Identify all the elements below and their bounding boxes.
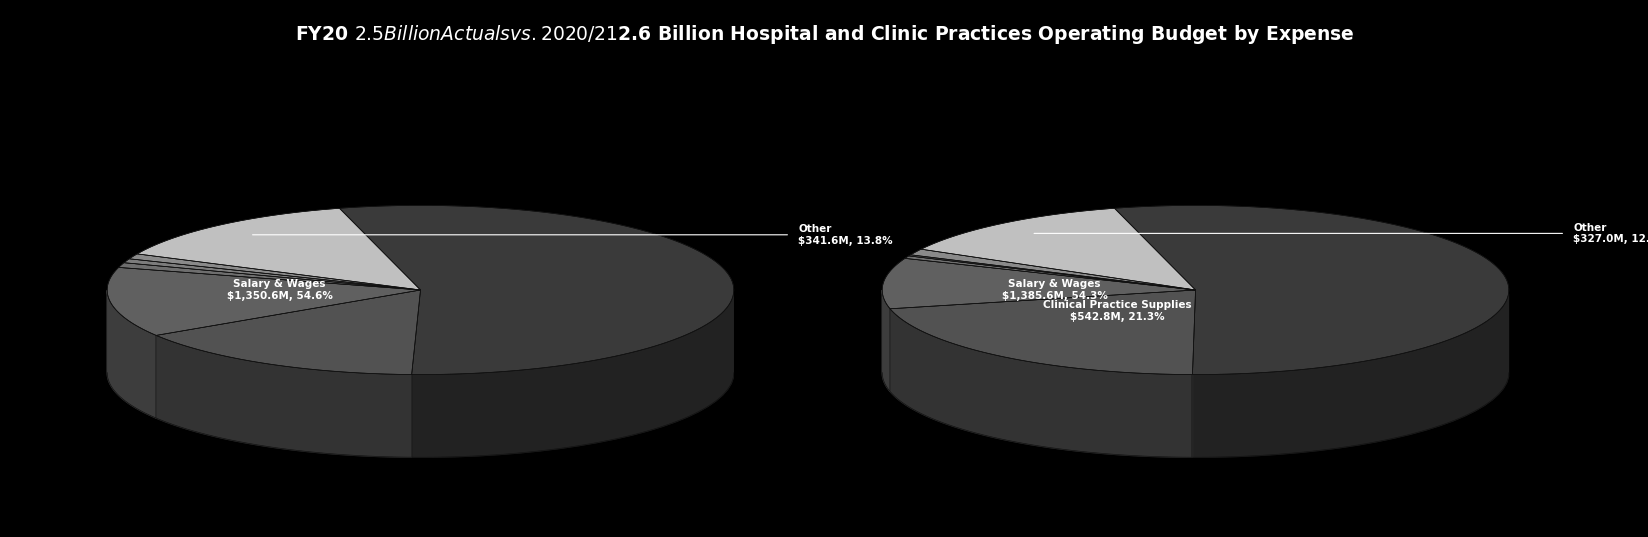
Polygon shape xyxy=(119,263,420,290)
Polygon shape xyxy=(157,336,412,457)
Polygon shape xyxy=(910,249,1195,290)
Text: FY20 $2.5 Billion Actuals vs. 2020/21 $2.6 Billion Hospital and Clinic Practices: FY20 $2.5 Billion Actuals vs. 2020/21 $2… xyxy=(295,24,1353,46)
Polygon shape xyxy=(124,259,420,290)
Polygon shape xyxy=(890,290,1195,374)
Text: Other
$341.6M, 13.8%: Other $341.6M, 13.8% xyxy=(798,224,893,245)
Text: Salary & Wages
$1,385.6M, 54.3%: Salary & Wages $1,385.6M, 54.3% xyxy=(1000,279,1107,301)
Polygon shape xyxy=(921,208,1195,290)
Polygon shape xyxy=(1114,206,1508,374)
Polygon shape xyxy=(882,258,1195,309)
Polygon shape xyxy=(1192,294,1508,457)
Polygon shape xyxy=(890,309,1192,457)
Polygon shape xyxy=(905,256,1195,290)
Polygon shape xyxy=(882,290,890,391)
Text: Salary & Wages
$1,350.6M, 54.6%: Salary & Wages $1,350.6M, 54.6% xyxy=(226,279,333,301)
Polygon shape xyxy=(412,295,733,457)
Polygon shape xyxy=(908,255,1195,290)
Text: Other
$327.0M, 12.8%: Other $327.0M, 12.8% xyxy=(1572,223,1648,244)
Polygon shape xyxy=(129,254,420,290)
Polygon shape xyxy=(107,267,420,336)
Polygon shape xyxy=(107,290,157,418)
Text: Clinical Practice Supplies
$542.8M, 21.3%: Clinical Practice Supplies $542.8M, 21.3… xyxy=(1042,300,1190,322)
Polygon shape xyxy=(339,206,733,374)
Polygon shape xyxy=(137,208,420,290)
Polygon shape xyxy=(157,290,420,374)
